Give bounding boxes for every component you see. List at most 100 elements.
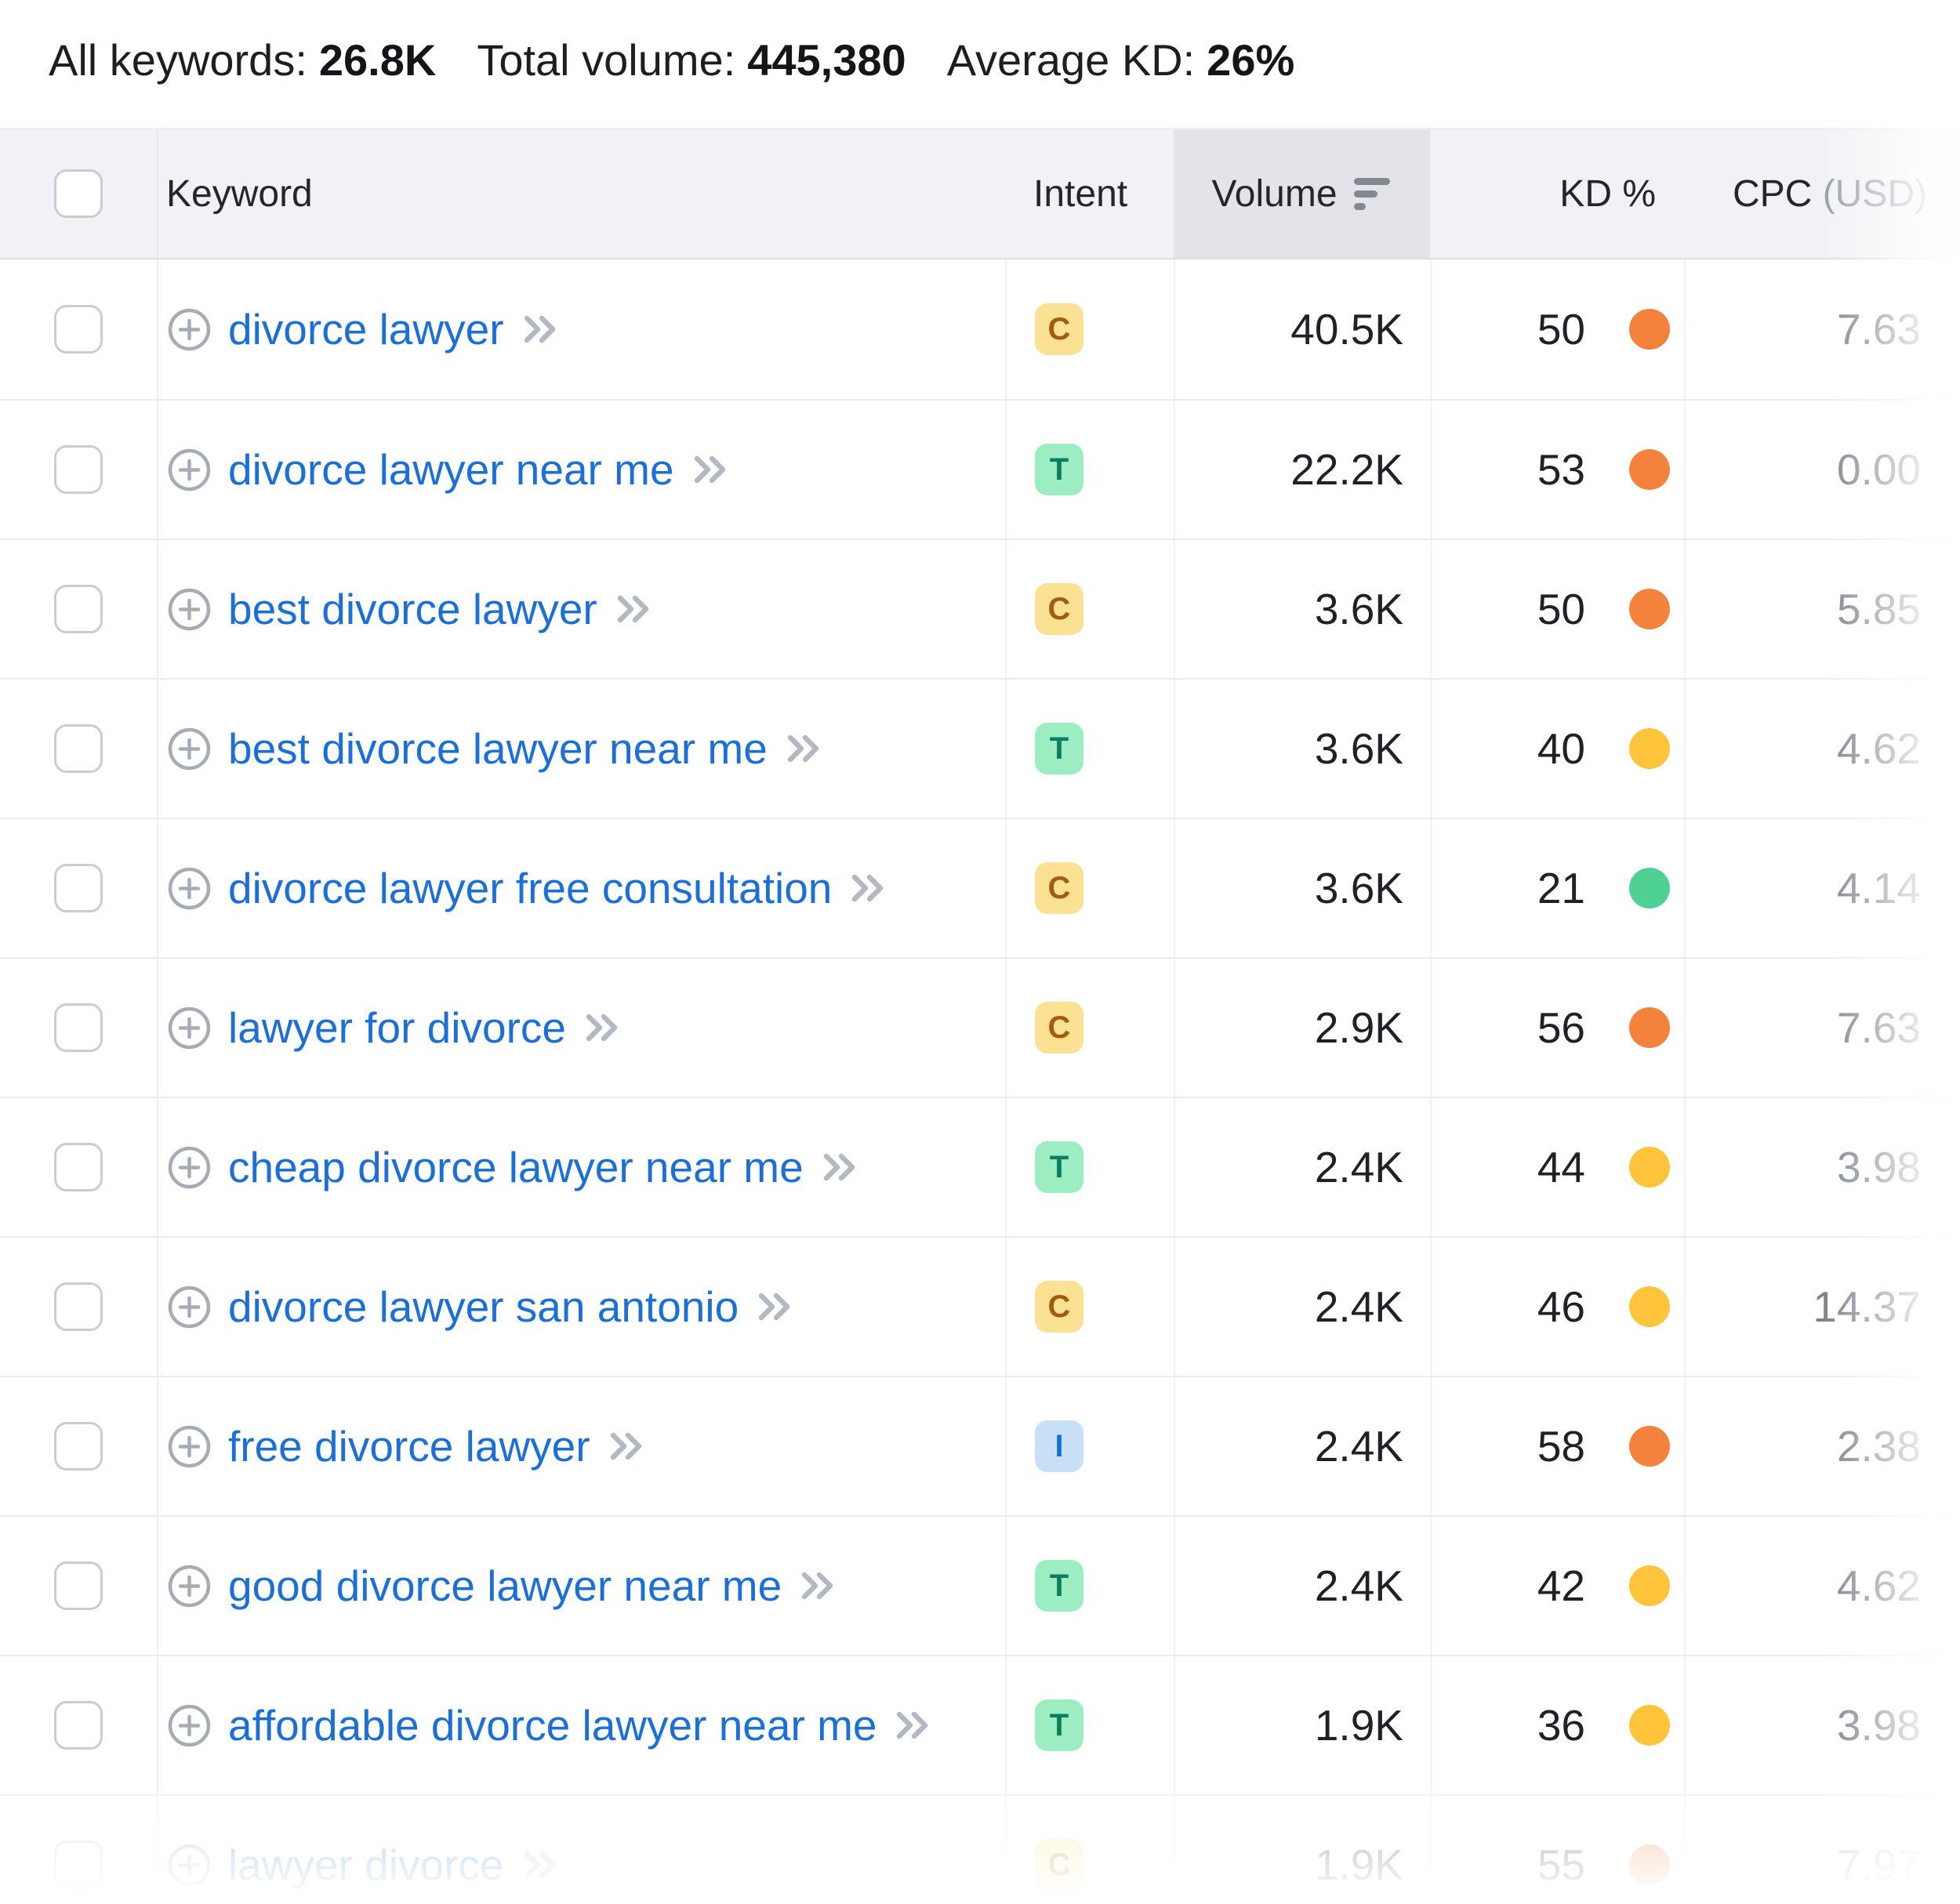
cpc-column-unit: (USD) bbox=[1822, 172, 1927, 215]
keyword-link[interactable]: affordable divorce lawyer near me bbox=[228, 1701, 877, 1750]
row-kd-cell: 53 bbox=[1430, 401, 1684, 539]
row-cpc-cell: 4.62 bbox=[1684, 680, 1960, 818]
expand-keyword-icon[interactable] bbox=[785, 732, 822, 765]
add-keyword-icon[interactable] bbox=[168, 1704, 211, 1747]
row-kd-cell: 46 bbox=[1430, 1238, 1684, 1376]
volume-value: 2.4K bbox=[1314, 1561, 1403, 1610]
row-intent-cell: C bbox=[1005, 1238, 1174, 1376]
row-checkbox[interactable] bbox=[54, 1143, 103, 1191]
intent-badge: C bbox=[1035, 1839, 1083, 1891]
keyword-link[interactable]: divorce lawyer near me bbox=[228, 445, 674, 494]
table-row: lawyer for divorce C 2.9K 56 7.63 bbox=[0, 957, 1960, 1097]
row-checkbox[interactable] bbox=[54, 305, 103, 354]
expand-keyword-icon[interactable] bbox=[583, 1011, 621, 1044]
column-header-intent[interactable]: Intent bbox=[1005, 129, 1174, 258]
select-all-checkbox[interactable] bbox=[54, 169, 103, 218]
row-checkbox[interactable] bbox=[54, 1282, 103, 1331]
row-select-cell bbox=[0, 1238, 157, 1376]
row-intent-cell: C bbox=[1005, 819, 1174, 957]
column-header-kd[interactable]: KD % bbox=[1430, 129, 1684, 258]
table-row: free divorce lawyer I 2.4K 58 2.38 bbox=[0, 1376, 1960, 1515]
add-keyword-icon[interactable] bbox=[168, 308, 211, 351]
row-select-cell bbox=[0, 540, 157, 678]
volume-value: 3.6K bbox=[1314, 864, 1403, 912]
row-select-cell bbox=[0, 401, 157, 539]
total-volume-label: Total volume: bbox=[477, 35, 736, 85]
cpc-value: 7.63 bbox=[1836, 1003, 1921, 1052]
keyword-link[interactable]: lawyer divorce bbox=[228, 1841, 504, 1889]
table-row: divorce lawyer san antonio C 2.4K 46 14.… bbox=[0, 1236, 1960, 1376]
keyword-link[interactable]: divorce lawyer bbox=[228, 305, 504, 354]
row-checkbox[interactable] bbox=[54, 864, 103, 912]
kd-value: 46 bbox=[1537, 1282, 1585, 1331]
kd-value: 21 bbox=[1537, 864, 1585, 912]
keyword-link[interactable]: divorce lawyer san antonio bbox=[228, 1282, 739, 1331]
expand-keyword-icon[interactable] bbox=[799, 1569, 837, 1602]
kd-value: 50 bbox=[1537, 305, 1585, 354]
row-checkbox[interactable] bbox=[54, 1422, 103, 1471]
expand-keyword-icon[interactable] bbox=[821, 1151, 858, 1184]
row-checkbox[interactable] bbox=[54, 445, 103, 494]
column-header-keyword[interactable]: Keyword bbox=[157, 129, 1005, 258]
kd-difficulty-dot bbox=[1629, 1286, 1670, 1327]
add-keyword-icon[interactable] bbox=[168, 1286, 211, 1329]
add-keyword-icon[interactable] bbox=[168, 1146, 211, 1189]
keyword-link[interactable]: cheap divorce lawyer near me bbox=[228, 1143, 804, 1191]
add-keyword-icon[interactable] bbox=[168, 1844, 211, 1887]
kd-difficulty-dot bbox=[1629, 309, 1670, 350]
add-keyword-icon[interactable] bbox=[168, 1425, 211, 1468]
column-header-volume[interactable]: Volume bbox=[1174, 129, 1430, 258]
add-keyword-icon[interactable] bbox=[168, 1006, 211, 1050]
keyword-link[interactable]: free divorce lawyer bbox=[228, 1422, 590, 1471]
keyword-link[interactable]: divorce lawyer free consultation bbox=[228, 864, 833, 912]
table-row: best divorce lawyer near me T 3.6K 40 4.… bbox=[0, 678, 1960, 818]
expand-keyword-icon[interactable] bbox=[756, 1290, 793, 1323]
keyword-link[interactable]: good divorce lawyer near me bbox=[228, 1561, 782, 1610]
row-checkbox[interactable] bbox=[54, 1701, 103, 1750]
row-kd-cell: 50 bbox=[1430, 540, 1684, 678]
keyword-column-label: Keyword bbox=[166, 172, 313, 215]
row-volume-cell: 2.4K bbox=[1174, 1098, 1430, 1236]
expand-keyword-icon[interactable] bbox=[849, 872, 887, 905]
row-kd-cell: 21 bbox=[1430, 819, 1684, 957]
row-select-cell bbox=[0, 1796, 157, 1904]
add-keyword-icon[interactable] bbox=[168, 588, 211, 631]
add-keyword-icon[interactable] bbox=[168, 727, 211, 771]
row-checkbox[interactable] bbox=[54, 585, 103, 633]
cpc-value: 5.85 bbox=[1836, 585, 1921, 633]
keyword-link[interactable]: lawyer for divorce bbox=[228, 1003, 566, 1052]
expand-keyword-icon[interactable] bbox=[608, 1430, 645, 1463]
keyword-link[interactable]: best divorce lawyer near me bbox=[228, 724, 768, 773]
cpc-value: 4.62 bbox=[1836, 1561, 1921, 1610]
kd-value: 55 bbox=[1537, 1841, 1585, 1889]
table-row: lawyer divorce C 1.9K 55 7.97 bbox=[0, 1794, 1960, 1904]
expand-keyword-icon[interactable] bbox=[521, 1848, 559, 1881]
volume-value: 1.9K bbox=[1314, 1841, 1403, 1889]
row-checkbox[interactable] bbox=[54, 1003, 103, 1052]
intent-badge: C bbox=[1035, 303, 1083, 355]
kd-value: 56 bbox=[1537, 1003, 1585, 1052]
row-keyword-cell: divorce lawyer free consultation bbox=[157, 819, 1005, 957]
row-select-cell bbox=[0, 259, 157, 399]
intent-badge: C bbox=[1035, 862, 1083, 914]
row-cpc-cell: 7.63 bbox=[1684, 259, 1960, 399]
volume-value: 2.4K bbox=[1314, 1282, 1403, 1331]
row-checkbox[interactable] bbox=[54, 724, 103, 773]
row-checkbox[interactable] bbox=[54, 1561, 103, 1610]
row-keyword-cell: lawyer divorce bbox=[157, 1796, 1005, 1904]
row-intent-cell: T bbox=[1005, 401, 1174, 539]
keyword-link[interactable]: best divorce lawyer bbox=[228, 585, 597, 633]
cpc-value: 4.14 bbox=[1836, 864, 1921, 912]
expand-keyword-icon[interactable] bbox=[521, 313, 559, 346]
add-keyword-icon[interactable] bbox=[168, 867, 211, 910]
table-row: good divorce lawyer near me T 2.4K 42 4.… bbox=[0, 1515, 1960, 1655]
expand-keyword-icon[interactable] bbox=[691, 453, 729, 486]
add-keyword-icon[interactable] bbox=[168, 448, 211, 491]
expand-keyword-icon[interactable] bbox=[615, 593, 652, 626]
row-intent-cell: C bbox=[1005, 1796, 1174, 1904]
column-header-cpc[interactable]: CPC (USD) bbox=[1684, 129, 1960, 258]
row-select-cell bbox=[0, 1656, 157, 1794]
add-keyword-icon[interactable] bbox=[168, 1565, 211, 1608]
expand-keyword-icon[interactable] bbox=[894, 1709, 931, 1742]
row-checkbox[interactable] bbox=[54, 1841, 103, 1889]
